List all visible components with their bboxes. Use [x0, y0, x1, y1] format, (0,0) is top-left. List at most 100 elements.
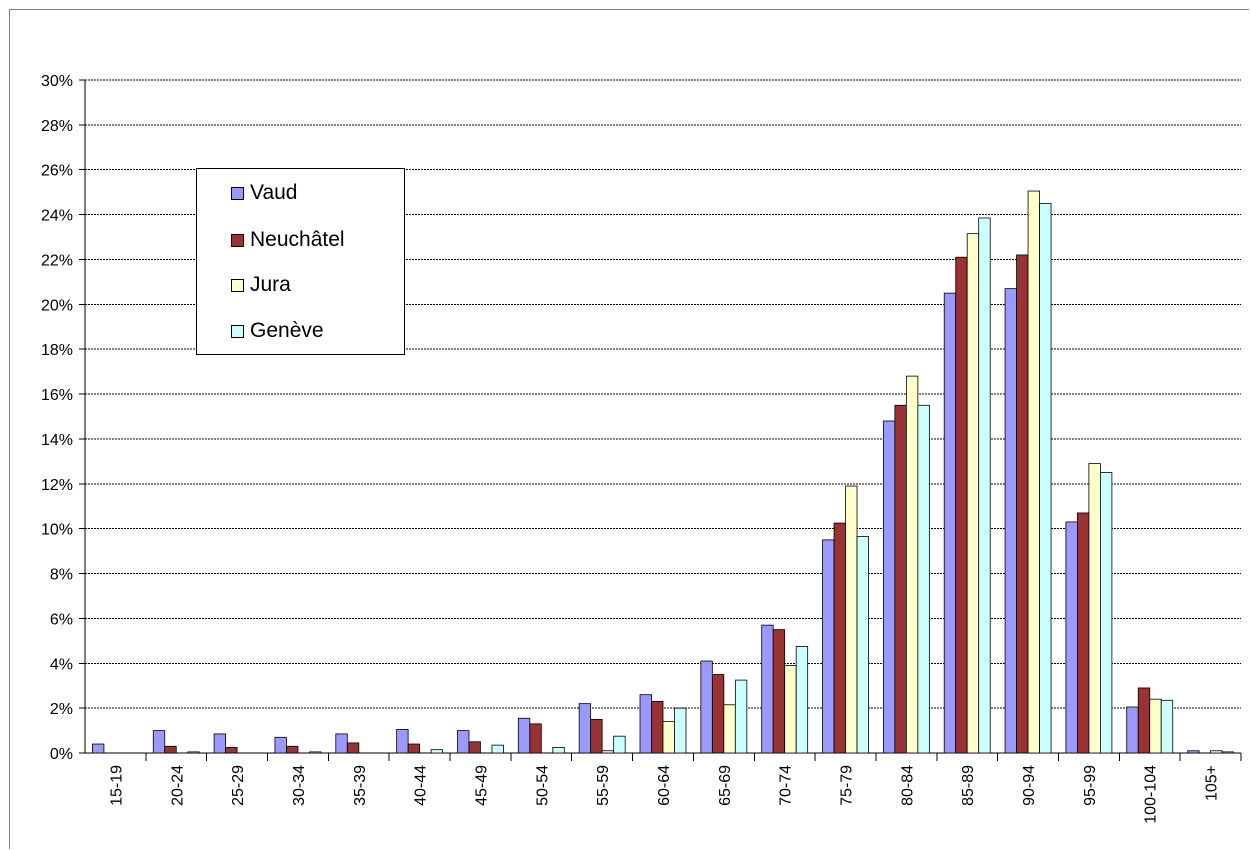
x-tick-label: 40-44 — [413, 765, 430, 806]
bar — [917, 404, 930, 754]
x-tick-label: 65-69 — [717, 765, 734, 806]
bar — [396, 729, 409, 754]
bar — [225, 746, 238, 754]
bar — [882, 420, 896, 754]
bar — [833, 522, 846, 754]
bar — [590, 718, 603, 754]
x-tick-label: 70-74 — [778, 765, 795, 806]
bar — [346, 742, 360, 754]
bar — [674, 707, 687, 754]
y-tick-label: 30% — [41, 73, 73, 90]
x-tick-label: 55-59 — [595, 765, 612, 806]
bar — [662, 721, 675, 754]
legend: Vaud Neuchâtel Jura Genève — [196, 168, 405, 355]
bar — [1210, 750, 1223, 754]
bar — [613, 735, 626, 754]
bar — [274, 736, 287, 754]
bar — [966, 233, 980, 754]
x-tick-label: 105+ — [1204, 765, 1221, 801]
legend-label-vaud: Vaud — [250, 181, 298, 204]
bar — [286, 745, 299, 754]
bar — [491, 744, 504, 754]
bar — [309, 751, 322, 754]
x-tick-label: 50-54 — [534, 765, 551, 806]
bar — [1076, 512, 1090, 754]
bar — [1027, 190, 1040, 754]
y-tick-label: 6% — [50, 611, 73, 628]
bar — [1088, 463, 1101, 754]
bar — [1016, 254, 1029, 754]
legend-swatch-geneve — [231, 324, 244, 338]
bar — [529, 723, 542, 754]
bar — [700, 660, 713, 754]
y-tick-label: 4% — [50, 656, 73, 673]
bar — [1126, 706, 1139, 754]
legend-swatch-vaud — [231, 186, 244, 200]
bar — [1065, 521, 1078, 754]
bar — [430, 749, 444, 754]
legend-item-jura: Jura — [231, 271, 291, 299]
bar — [723, 704, 736, 754]
bar — [856, 536, 869, 754]
x-tick-label: 90-94 — [1021, 765, 1038, 806]
bar — [772, 629, 786, 754]
legend-item-neuchatel: Neuchâtel — [231, 226, 345, 254]
bar — [1187, 750, 1200, 754]
bar — [457, 730, 470, 754]
bar — [335, 733, 348, 754]
legend-label-geneve: Genève — [250, 319, 324, 342]
x-tick-label: 25-29 — [230, 765, 247, 806]
x-tick-label: 85-89 — [960, 765, 977, 806]
bar — [1004, 288, 1017, 754]
bar — [1149, 698, 1162, 754]
x-tick-label: 20-24 — [169, 765, 186, 806]
y-tick-label: 28% — [41, 118, 73, 135]
y-tick-label: 12% — [41, 477, 73, 494]
bar — [1099, 472, 1113, 754]
bar — [1137, 687, 1151, 754]
y-tick-label: 16% — [41, 387, 73, 404]
y-tick-label: 20% — [41, 297, 73, 314]
bar — [601, 750, 615, 754]
bar — [1221, 751, 1234, 754]
legend-label-jura: Jura — [250, 273, 291, 296]
bar — [152, 730, 166, 754]
bar — [92, 743, 105, 754]
bar — [734, 679, 748, 754]
legend-swatch-jura — [231, 278, 244, 292]
legend-item-geneve: Genève — [231, 317, 324, 345]
x-tick-label: 45-49 — [473, 765, 490, 806]
legend-item-vaud: Vaud — [231, 179, 298, 207]
bar — [822, 539, 835, 754]
bar — [795, 646, 809, 754]
bar — [517, 717, 531, 754]
y-tick-label: 8% — [50, 567, 73, 584]
bar — [894, 404, 907, 754]
chart-frame — [9, 9, 1249, 849]
bar — [164, 745, 177, 754]
y-tick-label: 10% — [41, 522, 73, 539]
y-tick-label: 0% — [50, 746, 73, 763]
bar — [845, 485, 858, 754]
bar — [978, 217, 991, 754]
y-tick-label: 26% — [41, 163, 73, 180]
bar — [761, 624, 774, 754]
y-tick-label: 22% — [41, 252, 73, 269]
legend-swatch-neuchatel — [231, 233, 244, 247]
x-tick-label: 100-104 — [1143, 765, 1160, 824]
bar — [468, 741, 481, 754]
x-tick-label: 30-34 — [291, 765, 308, 806]
bar — [578, 703, 592, 754]
x-tick-label: 75-79 — [839, 765, 856, 806]
y-tick-label: 18% — [41, 342, 73, 359]
x-tick-label: 35-39 — [352, 765, 369, 806]
bar — [407, 743, 421, 754]
bar — [784, 665, 797, 754]
y-tick-label: 14% — [41, 432, 73, 449]
bar — [711, 674, 725, 754]
x-tick-label: 60-64 — [656, 765, 673, 806]
x-tick-label: 80-84 — [899, 765, 916, 806]
legend-label-neuchatel: Neuchâtel — [250, 228, 345, 251]
bar — [552, 746, 565, 754]
